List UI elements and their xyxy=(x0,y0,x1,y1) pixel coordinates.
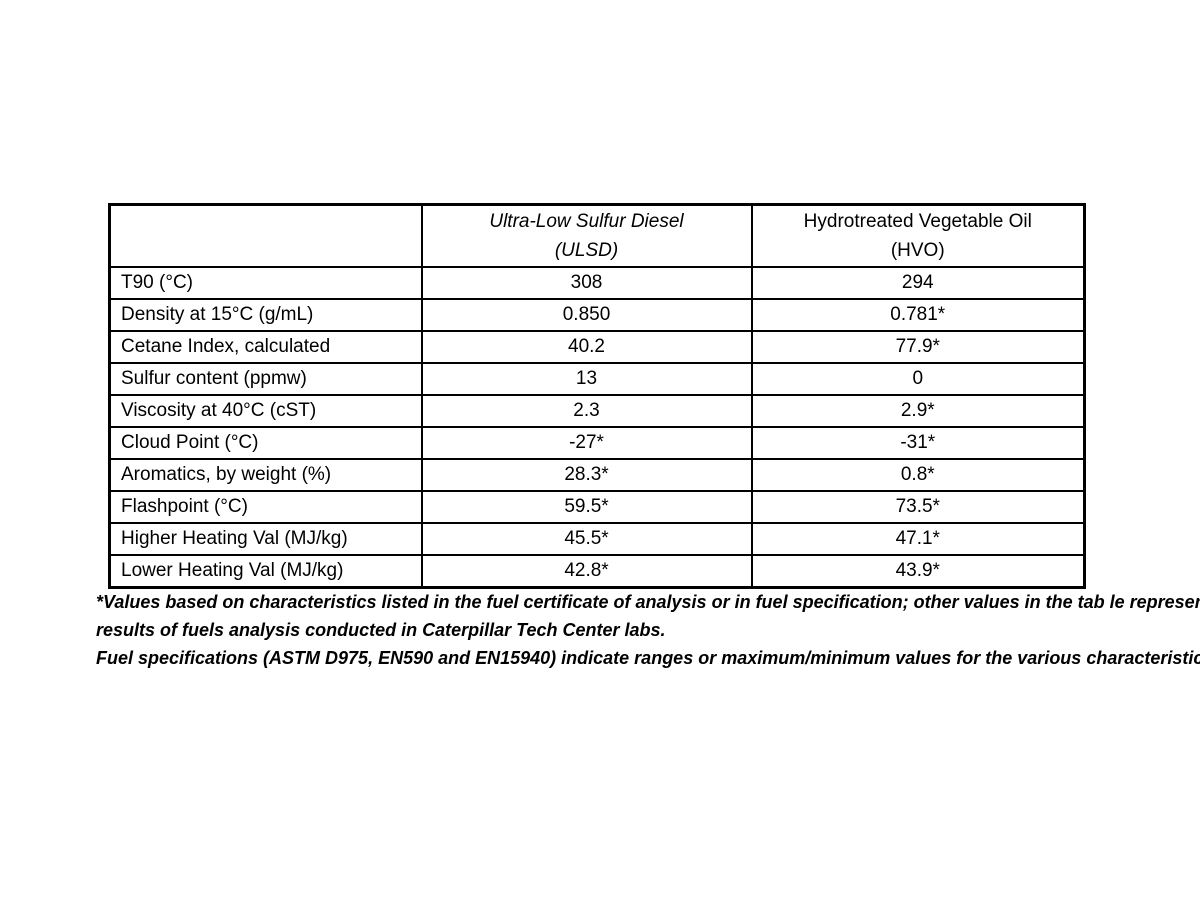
table-row: Sulfur content (ppmw) 13 0 xyxy=(108,362,1086,396)
table-row: Aromatics, by weight (%) 28.3* 0.8* xyxy=(108,458,1086,492)
table-row: Cloud Point (°C) -27* -31* xyxy=(108,426,1086,460)
table-row: T90 (°C) 308 294 xyxy=(108,266,1086,300)
header-ulsd-name: Ultra-Low Sulfur Diesel xyxy=(489,211,684,232)
ulsd-value: 13 xyxy=(420,362,753,396)
hvo-value: 294 xyxy=(750,266,1086,300)
row-label: Flashpoint (°C) xyxy=(108,490,423,524)
ulsd-value: 45.5* xyxy=(420,522,753,556)
ulsd-value: 308 xyxy=(420,266,753,300)
footnote-line-3: Fuel specifications (ASTM D975, EN590 an… xyxy=(96,648,1200,668)
row-label: T90 (°C) xyxy=(108,266,423,300)
hvo-value: 43.9* xyxy=(750,554,1086,589)
row-label: Cetane Index, calculated xyxy=(108,330,423,364)
ulsd-value: -27* xyxy=(420,426,753,460)
table-row: Cetane Index, calculated 40.2 77.9* xyxy=(108,330,1086,364)
header-ulsd-cell: Ultra-Low Sulfur Diesel (ULSD) xyxy=(420,203,753,268)
hvo-value: 2.9* xyxy=(750,394,1086,428)
header-hvo-cell: Hydrotreated Vegetable Oil (HVO) xyxy=(750,203,1086,268)
row-label: Viscosity at 40°C (cST) xyxy=(108,394,423,428)
footnotes: *Values based on characteristics listed … xyxy=(96,588,1200,672)
row-label: Density at 15°C (g/mL) xyxy=(108,298,423,332)
table-row: Flashpoint (°C) 59.5* 73.5* xyxy=(108,490,1086,524)
row-label: Cloud Point (°C) xyxy=(108,426,423,460)
hvo-value: 0.8* xyxy=(750,458,1086,492)
header-hvo-name: Hydrotreated Vegetable Oil xyxy=(803,211,1032,232)
table-row: Density at 15°C (g/mL) 0.850 0.781* xyxy=(108,298,1086,332)
hvo-value: 0 xyxy=(750,362,1086,396)
fuel-properties-table: Ultra-Low Sulfur Diesel (ULSD) Hydrotrea… xyxy=(108,203,1086,589)
row-label: Aromatics, by weight (%) xyxy=(108,458,423,492)
ulsd-value: 42.8* xyxy=(420,554,753,589)
ulsd-value: 28.3* xyxy=(420,458,753,492)
header-hvo-abbr: (HVO) xyxy=(890,240,945,261)
header-ulsd-abbr: (ULSD) xyxy=(554,240,619,261)
table-row: Higher Heating Val (MJ/kg) 45.5* 47.1* xyxy=(108,522,1086,556)
row-label: Sulfur content (ppmw) xyxy=(108,362,423,396)
hvo-value: -31* xyxy=(750,426,1086,460)
footnote-line-2: results of fuels analysis conducted in C… xyxy=(96,620,666,640)
ulsd-value: 40.2 xyxy=(420,330,753,364)
hvo-value: 0.781* xyxy=(750,298,1086,332)
table-row: Viscosity at 40°C (cST) 2.3 2.9* xyxy=(108,394,1086,428)
hvo-value: 73.5* xyxy=(750,490,1086,524)
ulsd-value: 0.850 xyxy=(420,298,753,332)
ulsd-value: 59.5* xyxy=(420,490,753,524)
hvo-value: 47.1* xyxy=(750,522,1086,556)
header-property-cell xyxy=(108,203,423,268)
ulsd-value: 2.3 xyxy=(420,394,753,428)
footnote-line-1: *Values based on characteristics listed … xyxy=(96,592,1200,612)
table-header-row: Ultra-Low Sulfur Diesel (ULSD) Hydrotrea… xyxy=(108,203,1086,268)
row-label: Lower Heating Val (MJ/kg) xyxy=(108,554,423,589)
table-row: Lower Heating Val (MJ/kg) 42.8* 43.9* xyxy=(108,554,1086,589)
hvo-value: 77.9* xyxy=(750,330,1086,364)
row-label: Higher Heating Val (MJ/kg) xyxy=(108,522,423,556)
